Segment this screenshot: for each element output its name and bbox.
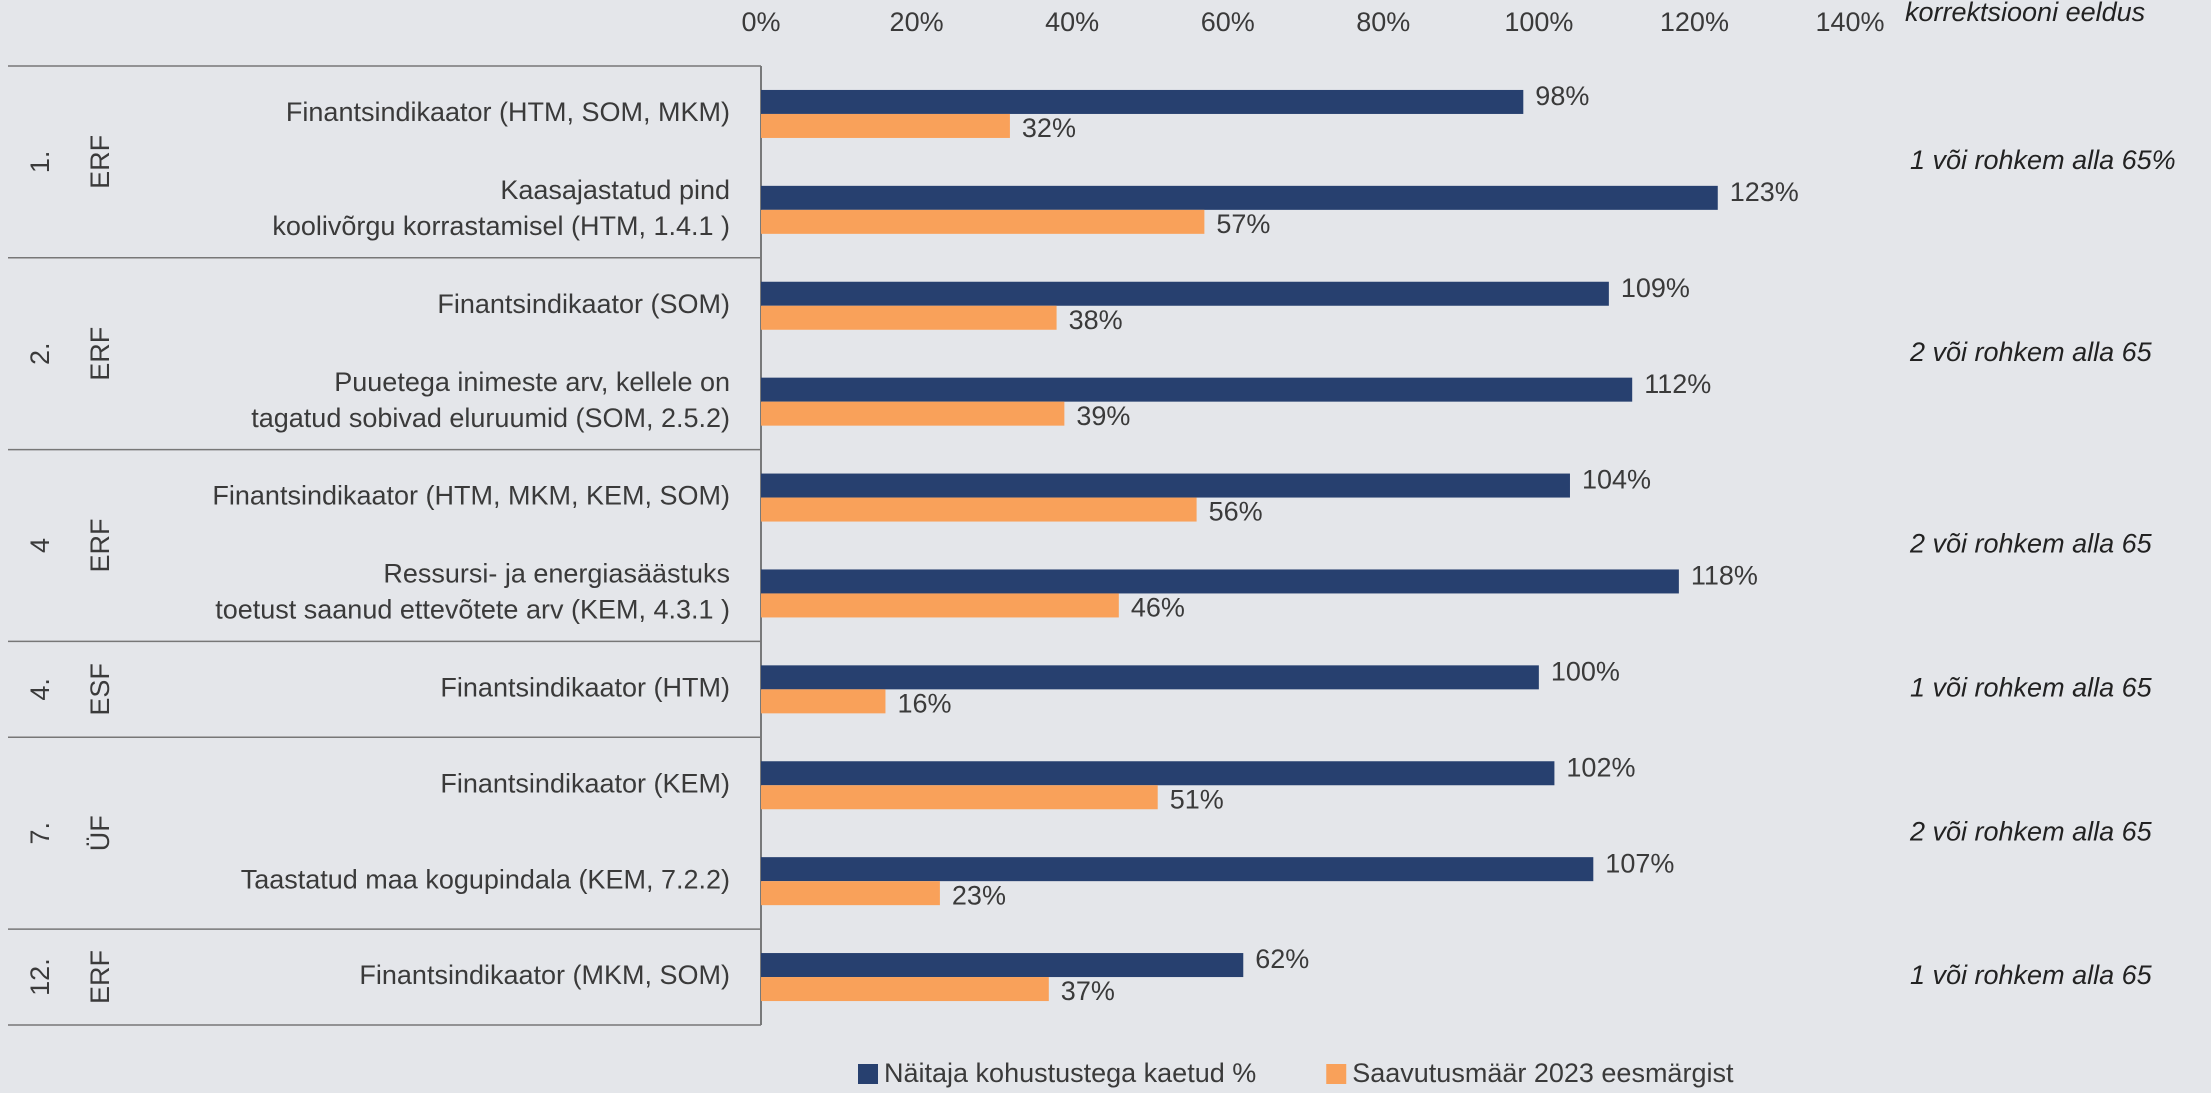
group-fund: ERF bbox=[85, 135, 115, 189]
value-label: 98% bbox=[1535, 81, 1589, 111]
bar bbox=[761, 401, 1065, 426]
legend-label: Saavutusmäär 2023 eesmärgist bbox=[1352, 1058, 1734, 1088]
x-tick-label: 20% bbox=[890, 7, 944, 37]
value-label: 102% bbox=[1566, 752, 1635, 782]
bar bbox=[761, 281, 1609, 306]
value-label: 23% bbox=[952, 880, 1006, 910]
category-label: Taastatud maa kogupindala (KEM, 7.2.2) bbox=[241, 864, 730, 894]
category-label: koolivõrgu korrastamisel (HTM, 1.4.1 ) bbox=[272, 211, 730, 241]
category-label: Ressursi- ja energiasäästuks bbox=[383, 559, 730, 589]
category-label: Kaasajastatud pind bbox=[500, 175, 730, 205]
category-label: Finantsindikaator (HTM, MKM, KEM, SOM) bbox=[212, 481, 730, 511]
category-label: Finantsindikaator (HTM) bbox=[440, 672, 730, 702]
value-label: 123% bbox=[1730, 177, 1799, 207]
value-label: 109% bbox=[1621, 273, 1690, 303]
bar bbox=[761, 185, 1718, 210]
legend-swatch bbox=[1326, 1064, 1347, 1084]
value-label: 100% bbox=[1551, 656, 1620, 686]
category-label: Finantsindikaator (HTM, SOM, MKM) bbox=[286, 97, 730, 127]
x-tick-label: 40% bbox=[1045, 7, 1099, 37]
category-label: Finantsindikaator (SOM) bbox=[437, 289, 730, 319]
bar bbox=[761, 377, 1633, 402]
bar bbox=[761, 569, 1679, 594]
group-fund: ERF bbox=[85, 327, 115, 381]
bar bbox=[761, 89, 1524, 114]
value-label: 112% bbox=[1644, 369, 1711, 399]
value-label: 37% bbox=[1061, 976, 1115, 1006]
group-number: 1. bbox=[25, 151, 55, 174]
group-note: 1 või rohkem alla 65 bbox=[1910, 960, 2153, 990]
bar bbox=[761, 857, 1594, 882]
legend-label: Näitaja kohustustega kaetud % bbox=[884, 1058, 1256, 1088]
bar bbox=[761, 785, 1158, 810]
group-note: 1 või rohkem alla 65% bbox=[1910, 145, 2176, 175]
group-number: 12. bbox=[25, 958, 55, 996]
value-label: 32% bbox=[1022, 113, 1076, 143]
group-note: 2 või rohkem alla 65 bbox=[1909, 337, 2153, 367]
bar bbox=[761, 665, 1539, 690]
bar bbox=[761, 497, 1197, 522]
group-number: 4 bbox=[25, 538, 55, 553]
group-note: 1 või rohkem alla 65 bbox=[1910, 672, 2153, 702]
group-fund: ÜF bbox=[85, 815, 115, 851]
bar bbox=[761, 113, 1010, 138]
x-tick-label: 60% bbox=[1201, 7, 1255, 37]
value-label: 57% bbox=[1216, 209, 1270, 239]
value-label: 51% bbox=[1170, 784, 1224, 814]
legend-swatch bbox=[858, 1064, 878, 1084]
group-note: 2 või rohkem alla 65 bbox=[1909, 816, 2153, 846]
value-label: 56% bbox=[1209, 497, 1263, 527]
bar bbox=[761, 761, 1555, 786]
category-label: Finantsindikaator (KEM) bbox=[440, 768, 730, 798]
group-fund: ESF bbox=[85, 663, 115, 716]
value-label: 118% bbox=[1691, 561, 1758, 591]
value-label: 39% bbox=[1076, 401, 1130, 431]
category-label: toetust saanud ettevõtete arv (KEM, 4.3.… bbox=[215, 595, 730, 625]
group-number: 2. bbox=[25, 342, 55, 365]
group-number: 7. bbox=[25, 822, 55, 845]
bar bbox=[761, 881, 940, 906]
value-label: 16% bbox=[897, 688, 951, 718]
x-tick-label: 140% bbox=[1815, 7, 1884, 37]
bar bbox=[761, 689, 886, 714]
category-label: tagatud sobivad eluruumid (SOM, 2.5.2) bbox=[251, 403, 730, 433]
group-note: 2 või rohkem alla 65 bbox=[1909, 529, 2153, 559]
category-label: Puuetega inimeste arv, kellele on bbox=[334, 367, 730, 397]
value-label: 62% bbox=[1255, 944, 1309, 974]
value-label: 38% bbox=[1069, 305, 1123, 335]
bar bbox=[761, 209, 1205, 234]
x-tick-label: 100% bbox=[1504, 7, 1573, 37]
value-label: 104% bbox=[1582, 465, 1651, 495]
category-label: Finantsindikaator (MKM, SOM) bbox=[359, 960, 730, 990]
bar bbox=[761, 593, 1119, 618]
x-tick-label: 120% bbox=[1660, 7, 1729, 37]
group-fund: ERF bbox=[85, 950, 115, 1004]
x-tick-label: 0% bbox=[741, 7, 780, 37]
group-number: 4. bbox=[25, 678, 55, 701]
x-tick-label: 80% bbox=[1356, 7, 1410, 37]
group-fund: ERF bbox=[85, 519, 115, 573]
bar bbox=[761, 953, 1244, 978]
bar bbox=[761, 977, 1049, 1002]
value-label: 107% bbox=[1605, 848, 1674, 878]
value-label: 46% bbox=[1131, 593, 1185, 623]
bar bbox=[761, 305, 1057, 330]
header: korrektsiooni eeldus bbox=[1905, 0, 2145, 27]
bar bbox=[761, 473, 1570, 498]
